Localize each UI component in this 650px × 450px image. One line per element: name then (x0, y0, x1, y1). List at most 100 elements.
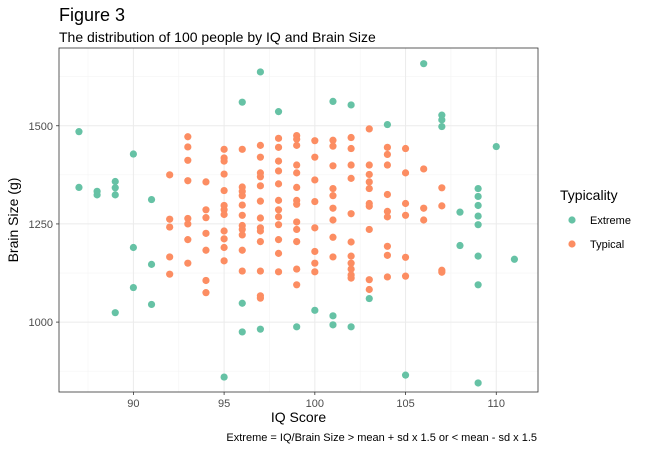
point-typical (311, 137, 319, 145)
point-typical (347, 238, 355, 246)
point-typical (220, 227, 228, 235)
point-typical (347, 259, 355, 267)
y-axis-ticks: 1000 1250 1500 (29, 121, 59, 329)
point-typical (220, 235, 228, 243)
point-typical (202, 276, 210, 285)
point-extreme (474, 379, 482, 387)
point-typical (184, 133, 192, 141)
point-typical (438, 268, 446, 276)
point-typical (293, 135, 301, 143)
point-typical (220, 145, 228, 153)
point-extreme (329, 97, 337, 106)
point-typical (274, 143, 283, 151)
point-typical (383, 143, 392, 151)
point-typical (420, 216, 428, 224)
point-extreme (456, 241, 464, 250)
point-typical (274, 167, 283, 175)
point-extreme (456, 208, 464, 216)
point-typical (311, 153, 319, 161)
point-typical (347, 265, 355, 273)
x-axis-title: IQ Score (271, 409, 326, 425)
point-typical (256, 197, 264, 205)
point-typical (184, 220, 192, 228)
point-typical (293, 225, 301, 234)
point-typical (347, 174, 355, 182)
y-tick-label: 1000 (29, 317, 53, 329)
point-typical (401, 272, 410, 280)
point-typical (238, 225, 246, 234)
point-extreme (438, 122, 446, 131)
chart-subtitle: The distribution of 100 people by IQ and… (59, 29, 376, 45)
y-tick-label: 1250 (29, 219, 53, 231)
point-typical (274, 157, 283, 165)
point-typical (202, 206, 210, 214)
point-typical (220, 186, 228, 195)
point-extreme (129, 283, 137, 292)
point-extreme (75, 183, 83, 192)
legend-entries: Extreme Typical (568, 215, 631, 251)
point-typical (202, 246, 210, 254)
point-extreme (329, 321, 337, 329)
point-extreme (147, 195, 156, 204)
point-extreme (474, 212, 482, 220)
point-typical (383, 161, 392, 169)
point-extreme (474, 221, 482, 229)
point-typical (347, 161, 355, 169)
point-typical (365, 125, 373, 133)
y-tick-label: 1500 (29, 121, 53, 133)
point-extreme (365, 294, 373, 303)
point-typical (329, 233, 337, 241)
point-typical (383, 251, 392, 259)
minor-gridlines (59, 48, 538, 392)
legend-label-extreme: Extreme (590, 215, 631, 227)
point-extreme (147, 260, 156, 268)
point-typical (184, 177, 192, 185)
point-typical (365, 178, 373, 186)
point-typical (383, 150, 392, 159)
point-typical (202, 214, 210, 222)
point-typical (256, 214, 264, 222)
point-typical (365, 161, 373, 169)
point-typical (238, 246, 246, 254)
point-typical (256, 237, 264, 246)
point-extreme (220, 373, 228, 381)
point-extreme (129, 150, 137, 158)
point-typical (420, 204, 428, 212)
point-typical (401, 169, 410, 177)
point-typical (293, 237, 301, 246)
point-typical (347, 252, 355, 260)
point-typical (293, 161, 301, 169)
x-tick-label: 105 (396, 398, 414, 410)
point-extreme (293, 323, 301, 331)
chart-caption: Extreme = IQ/Brain Size > mean + sd x 1.… (226, 432, 537, 444)
point-extreme (474, 252, 482, 260)
point-typical (329, 216, 337, 224)
point-typical (311, 259, 319, 267)
point-typical (256, 267, 264, 275)
point-typical (420, 165, 428, 173)
point-typical (274, 268, 283, 276)
point-typical (311, 197, 319, 206)
point-extreme (401, 371, 410, 379)
point-typical (274, 196, 283, 204)
point-typical (220, 243, 228, 252)
point-typical (365, 184, 373, 193)
point-typical (220, 257, 228, 265)
point-typical (347, 210, 355, 218)
point-typical (438, 202, 446, 210)
point-typical (166, 270, 174, 278)
point-extreme (111, 184, 119, 192)
point-typical (256, 153, 264, 161)
x-tick-label: 100 (306, 398, 324, 410)
point-extreme (274, 108, 283, 116)
point-typical (365, 285, 373, 294)
point-typical (365, 225, 373, 234)
point-typical (274, 206, 283, 214)
point-typical (184, 214, 192, 223)
point-typical (256, 141, 264, 149)
legend-key-extreme (568, 216, 576, 224)
point-typical (383, 213, 392, 221)
point-typical (238, 231, 246, 239)
point-typical (347, 144, 355, 153)
point-extreme (256, 325, 264, 333)
